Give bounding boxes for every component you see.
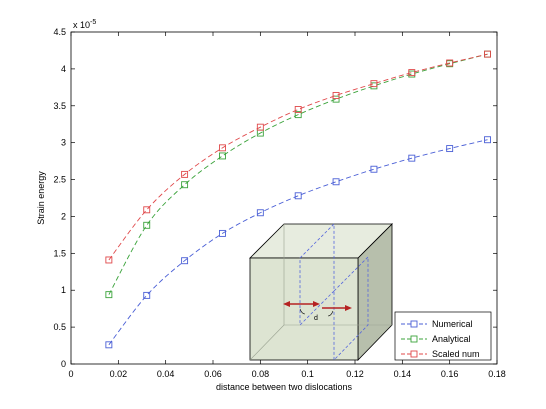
data-point-scaled-num	[219, 144, 226, 152]
data-point-analytical	[143, 221, 151, 229]
x-tick-label: 0.12	[346, 369, 364, 379]
data-point-numerical	[256, 209, 264, 217]
data-point-scaled-num	[294, 106, 302, 113]
legend-marker-scaled-num	[410, 350, 418, 358]
y-exponent-label: x 10-5	[73, 19, 96, 30]
y-tick-label: 0.5	[53, 322, 66, 332]
x-tick-label: 0.04	[157, 369, 175, 379]
arrowhead-left-2	[313, 301, 320, 307]
x-axis-ticks: 0 0.02 0.04 0.06 0.08 0.1 0.12 0.14 0.16 0.18	[68, 32, 506, 379]
series-line-analytical	[108, 53, 488, 295]
data-point-numerical	[332, 178, 340, 186]
data-point-scaled-num	[256, 123, 264, 131]
data-point-scaled-num	[484, 50, 491, 58]
legend-label-scaled-num: Scaled num	[432, 349, 480, 359]
data-point-numerical	[219, 229, 226, 237]
y-tick-label: 1.5	[53, 248, 66, 258]
data-point-scaled-num	[332, 91, 340, 99]
y-tick-label: 1	[61, 285, 66, 295]
dislocation-plane-2	[333, 256, 369, 361]
cube-hidden-edge	[249, 324, 285, 361]
x-tick-label: 0.02	[110, 369, 128, 379]
series-line-numerical	[108, 139, 488, 346]
y-tick-label: 2	[61, 211, 66, 221]
data-point-numerical	[294, 192, 302, 200]
y-tick-label: 0	[61, 359, 66, 369]
arrowhead-right	[345, 305, 352, 311]
x-tick-label: 0.18	[488, 369, 506, 379]
data-point-numerical	[143, 291, 151, 299]
data-point-numerical	[408, 154, 416, 162]
data-point-scaled-num	[105, 256, 113, 264]
data-point-numerical	[446, 145, 454, 153]
data-point-analytical	[332, 95, 340, 103]
data-point-analytical	[181, 181, 189, 189]
legend-label-numerical: Numerical	[432, 319, 473, 329]
distance-marker-left	[299, 308, 306, 315]
x-tick-label: 0.06	[204, 369, 222, 379]
arrowhead-left	[283, 301, 290, 307]
data-point-scaled-num	[181, 170, 189, 178]
cube-front-face	[249, 257, 359, 361]
legend-marker-numerical	[410, 320, 418, 328]
distance-marker-right	[327, 310, 334, 317]
y-tick-label: 3.5	[53, 101, 66, 111]
data-point-scaled-num	[408, 69, 416, 77]
data-point-scaled-num	[370, 80, 378, 88]
legend-label-analytical: Analytical	[432, 334, 471, 344]
legend-marker-analytical	[410, 335, 418, 343]
x-axis-label: distance between two dislocations	[216, 382, 353, 392]
y-tick-label: 4.5	[53, 27, 66, 37]
inset-cube-diagram: d	[249, 223, 393, 361]
x-tick-label: 0	[68, 369, 73, 379]
series-line-scaled-num	[108, 53, 488, 261]
data-point-numerical	[181, 257, 189, 265]
x-tick-label: 0.16	[441, 369, 459, 379]
x-tick-label: 0.1	[301, 369, 314, 379]
x-tick-label: 0.14	[394, 369, 412, 379]
series-group	[105, 50, 491, 349]
data-point-analytical	[219, 152, 226, 160]
data-point-numerical	[370, 165, 378, 173]
y-axis-label: Strain energy	[36, 171, 46, 225]
x-tick-label: 0.08	[252, 369, 270, 379]
data-point-analytical	[105, 291, 113, 299]
inset-distance-label: d	[314, 315, 318, 322]
y-tick-label: 4	[61, 64, 66, 74]
legend: Numerical Analytical Scaled num	[394, 311, 492, 361]
data-point-scaled-num	[143, 206, 151, 214]
y-tick-label: 3	[61, 138, 66, 148]
data-point-numerical	[484, 136, 491, 144]
data-point-analytical	[294, 111, 302, 119]
data-point-numerical	[105, 341, 113, 349]
data-point-scaled-num	[446, 59, 454, 67]
y-axis-ticks: 0 0.5 1 1.5 2 2.5 3 3.5 4 4.5	[53, 27, 497, 369]
y-tick-label: 2.5	[53, 175, 66, 185]
